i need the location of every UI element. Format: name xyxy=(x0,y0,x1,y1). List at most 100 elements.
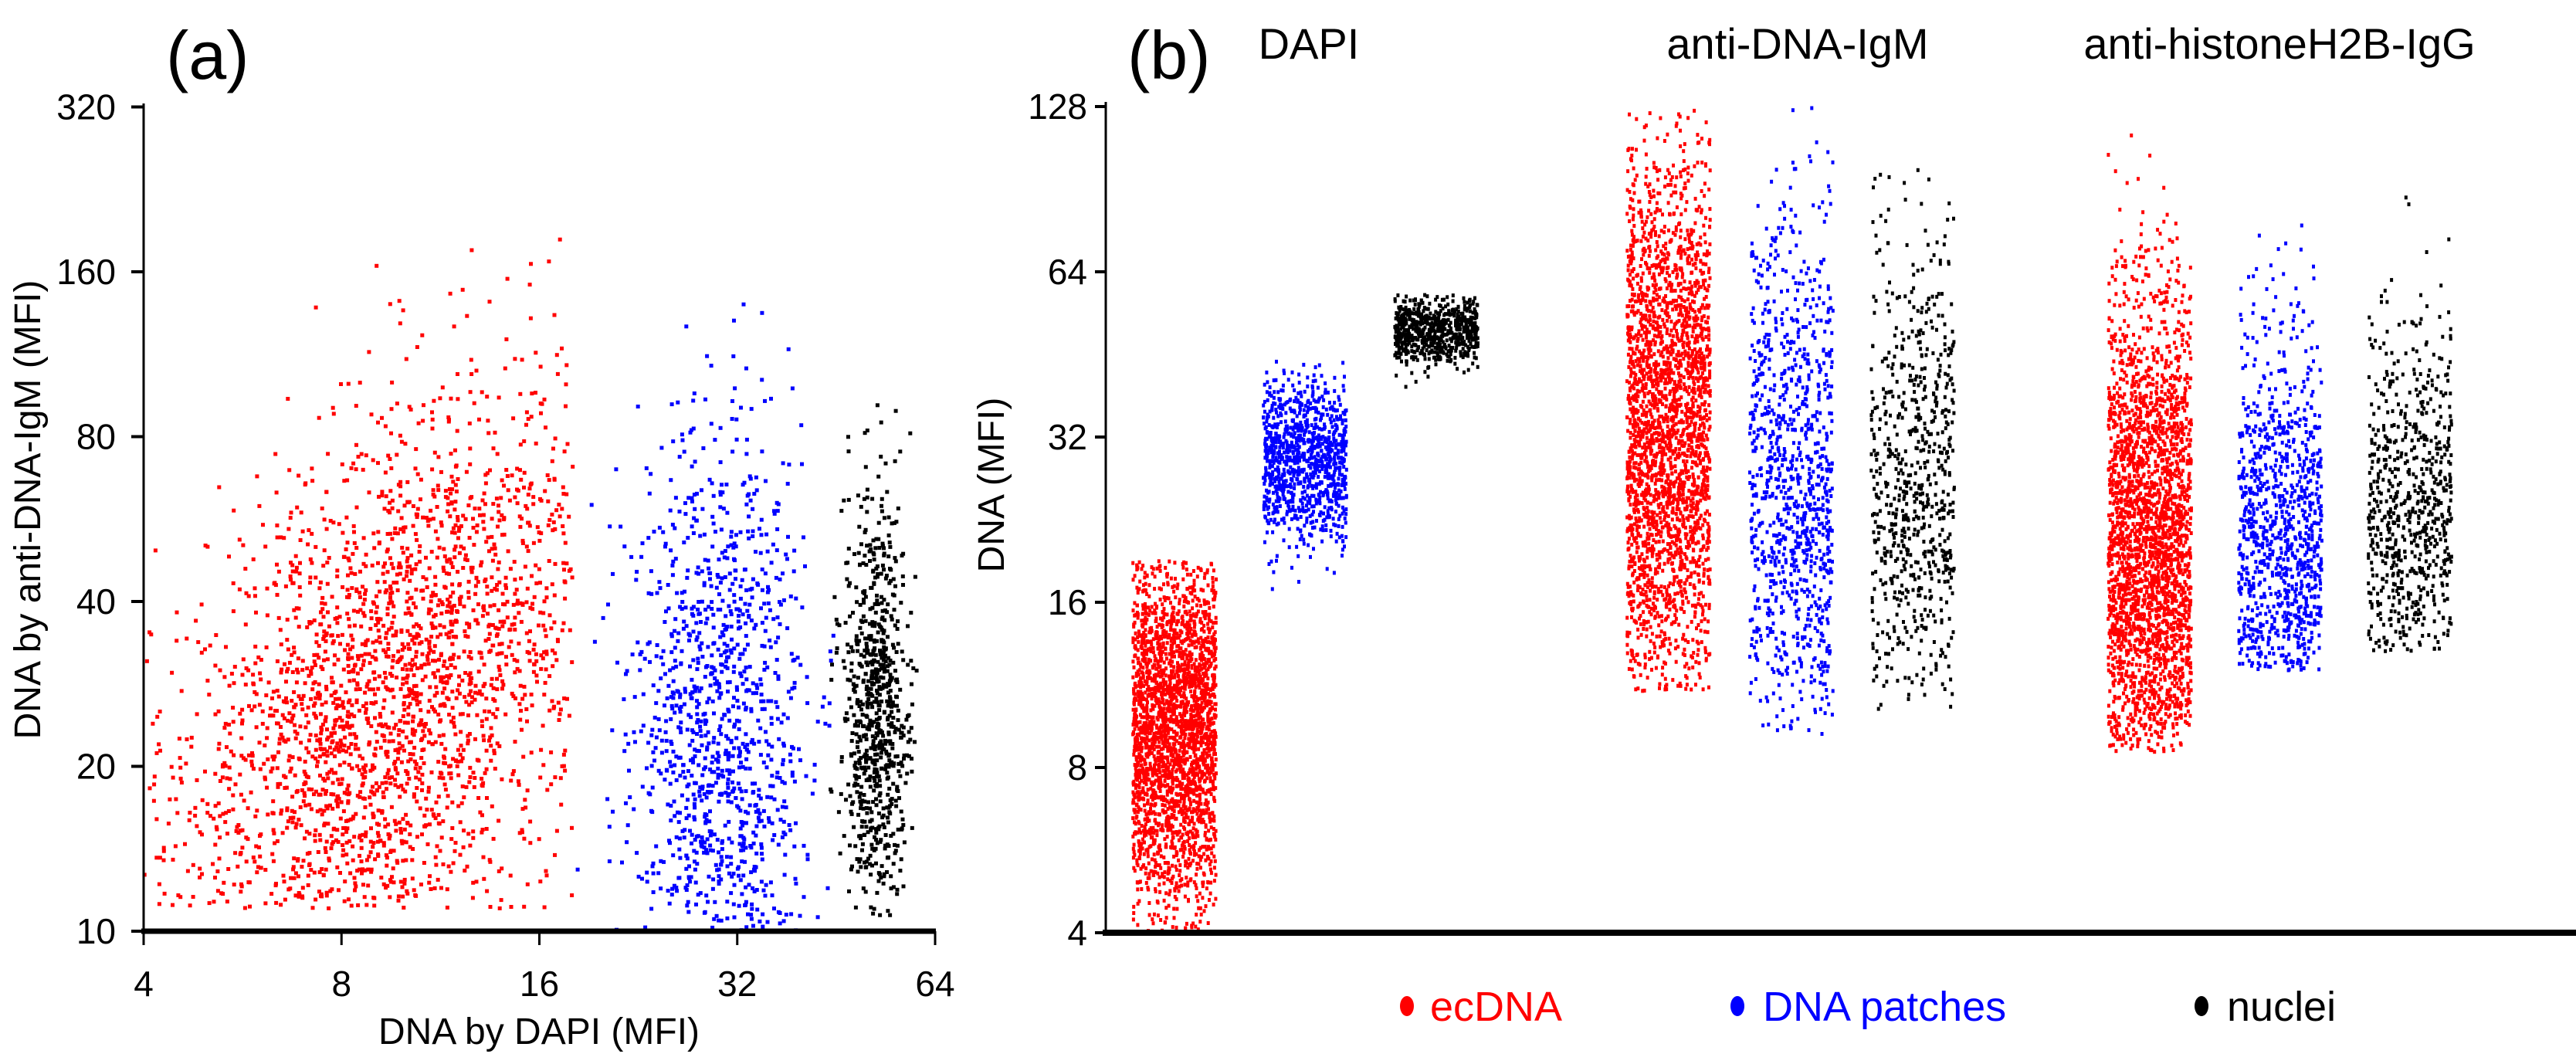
data-point xyxy=(769,721,774,726)
data-point xyxy=(863,799,867,804)
data-point xyxy=(522,904,527,909)
data-point xyxy=(329,834,334,839)
data-point xyxy=(542,650,547,655)
data-point xyxy=(870,846,875,851)
data-point xyxy=(870,659,874,664)
data-point xyxy=(396,784,401,789)
data-point xyxy=(664,738,669,743)
data-point xyxy=(865,544,869,548)
data-point xyxy=(485,395,490,399)
data-point xyxy=(497,510,501,514)
data-point xyxy=(402,881,407,886)
data-point xyxy=(373,649,378,653)
data-point xyxy=(522,485,526,490)
data-point xyxy=(249,759,254,764)
data-point xyxy=(346,700,351,705)
data-point xyxy=(895,843,900,848)
data-point xyxy=(656,717,661,721)
data-point xyxy=(402,707,407,712)
data-point xyxy=(519,576,524,581)
data-point xyxy=(226,867,231,871)
data-point xyxy=(623,732,628,737)
data-point xyxy=(207,901,212,906)
data-point xyxy=(896,507,900,510)
data-point xyxy=(354,698,359,703)
data-point xyxy=(563,748,568,753)
data-point xyxy=(427,566,432,571)
data-point xyxy=(800,462,804,466)
data-point xyxy=(751,923,755,928)
data-point xyxy=(859,652,863,657)
data-point xyxy=(176,893,181,897)
data-point xyxy=(419,692,423,696)
data-point xyxy=(745,608,750,613)
data-point xyxy=(497,560,501,564)
data-point xyxy=(213,712,218,717)
data-point xyxy=(880,503,883,508)
data-point xyxy=(395,531,400,536)
data-point xyxy=(458,852,463,857)
data-point xyxy=(724,614,728,618)
data-point xyxy=(708,833,713,838)
data-point xyxy=(286,647,290,652)
data-point xyxy=(285,638,290,642)
data-point xyxy=(877,793,882,798)
data-point xyxy=(881,650,886,655)
data-point xyxy=(1192,578,1196,583)
data-point xyxy=(865,754,869,757)
data-point xyxy=(337,888,341,893)
data-point xyxy=(1134,783,1137,788)
data-point xyxy=(298,593,303,598)
data-point xyxy=(216,709,221,713)
data-point xyxy=(361,585,364,589)
y-tick-label: 10 xyxy=(76,911,116,951)
data-point xyxy=(522,439,527,443)
data-point xyxy=(736,619,741,624)
data-point xyxy=(735,699,740,703)
data-point xyxy=(868,862,873,866)
data-point xyxy=(361,536,366,540)
data-point xyxy=(460,784,465,788)
data-point xyxy=(374,610,378,615)
data-point xyxy=(882,629,886,633)
data-point xyxy=(849,867,853,872)
data-point xyxy=(663,672,667,676)
data-point xyxy=(371,687,375,692)
data-point xyxy=(462,546,466,551)
data-point xyxy=(362,614,367,618)
data-point xyxy=(757,793,761,798)
data-point xyxy=(352,835,357,839)
data-point xyxy=(151,721,155,726)
data-point xyxy=(526,549,530,554)
data-point xyxy=(762,667,767,672)
data-point xyxy=(405,676,409,680)
data-point xyxy=(737,746,741,751)
data-point xyxy=(456,536,460,540)
data-point xyxy=(720,551,724,555)
data-point xyxy=(426,662,431,666)
data-point xyxy=(754,833,758,838)
data-point xyxy=(475,523,480,527)
data-point xyxy=(669,632,674,636)
data-point xyxy=(493,587,497,591)
data-point xyxy=(451,757,456,761)
data-point xyxy=(149,632,154,637)
data-point xyxy=(893,584,897,588)
data-point xyxy=(899,809,903,814)
data-point xyxy=(711,642,716,646)
data-point xyxy=(523,564,527,569)
data-point xyxy=(447,571,452,576)
data-point xyxy=(880,544,885,548)
data-point xyxy=(425,808,429,812)
data-point xyxy=(348,871,353,876)
data-point xyxy=(717,728,721,732)
data-point xyxy=(1162,702,1166,707)
data-point xyxy=(880,656,884,660)
data-point xyxy=(466,579,471,584)
data-point xyxy=(760,643,764,648)
data-point xyxy=(776,842,781,847)
data-point xyxy=(344,818,348,823)
data-point xyxy=(351,551,355,556)
data-point xyxy=(1154,887,1158,891)
data-point xyxy=(1209,880,1213,885)
